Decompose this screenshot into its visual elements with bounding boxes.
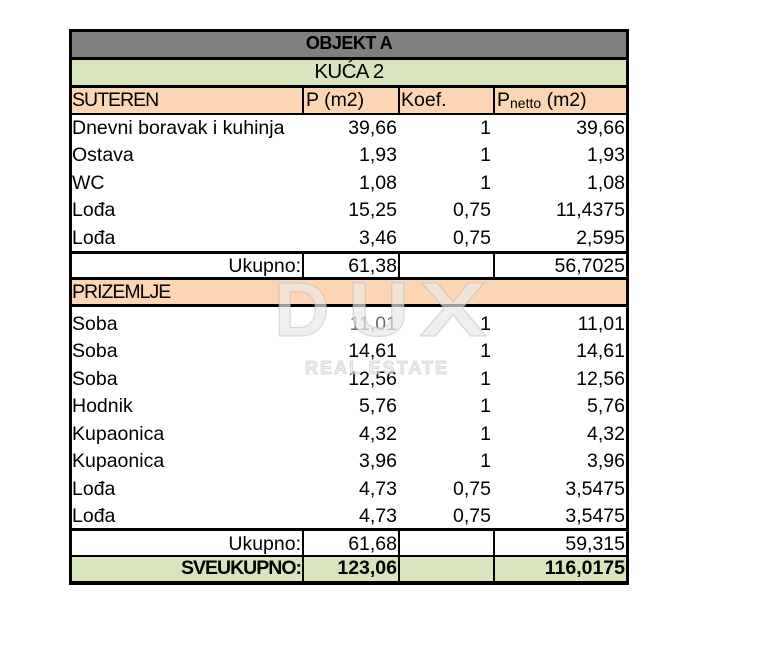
svg-text:X: X bbox=[419, 267, 487, 353]
svg-text:U: U bbox=[348, 268, 409, 354]
svg-text:REAL ESTATE: REAL ESTATE bbox=[305, 358, 449, 378]
svg-text:D: D bbox=[274, 267, 330, 353]
